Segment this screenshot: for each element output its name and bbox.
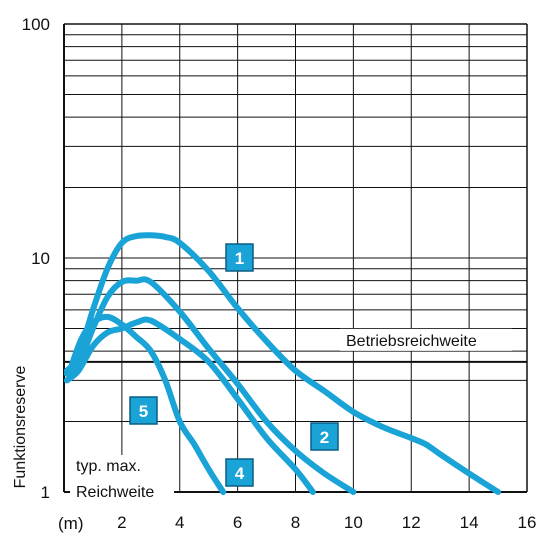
x-tick-label: 2	[117, 513, 126, 532]
x-tick-label: 10	[344, 513, 363, 532]
x-tick-label: 8	[291, 513, 300, 532]
annotation-line-1: typ. max.	[76, 458, 141, 475]
badge-2-box	[310, 422, 339, 451]
x-tick-label: 14	[460, 513, 479, 532]
x-tick-label: 12	[402, 513, 421, 532]
annotation-background	[70, 455, 174, 505]
series-5-curve	[66, 313, 227, 495]
x-tick-label: 4	[175, 513, 184, 532]
series-curves	[63, 232, 502, 495]
threshold-label: Betriebsreichweite	[346, 333, 477, 350]
y-tick-label: 1	[41, 483, 50, 502]
badge-1-label: 1	[235, 249, 244, 268]
y-tick-label: 10	[31, 249, 50, 268]
badge-1-box	[225, 243, 254, 272]
badge-4-label: 4	[235, 464, 245, 483]
y-tick-label: 100	[22, 15, 50, 34]
series-badges: 1 2 4 5	[129, 243, 339, 487]
x-tick-label: 16	[518, 513, 537, 532]
badge-2-label: 2	[320, 428, 329, 447]
max-range-annotation: typ. max. Reichweite	[70, 455, 174, 505]
badge-4-box	[225, 458, 254, 487]
x-axis-unit-label: (m)	[58, 514, 83, 533]
chart-grid	[64, 24, 527, 492]
series-4-curve	[63, 316, 316, 495]
series-2-curve	[63, 276, 357, 495]
x-tick-label: 6	[233, 513, 242, 532]
y-axis-label: Funktionsreserve	[12, 366, 29, 489]
threshold-label-background	[340, 328, 512, 351]
badge-5-label: 5	[139, 402, 148, 421]
annotation-line-2: Reichweite	[76, 484, 154, 501]
operating-range-threshold: Betriebsreichweite	[64, 328, 527, 363]
series-1-curve	[63, 232, 502, 495]
badge-5-box	[129, 396, 158, 425]
